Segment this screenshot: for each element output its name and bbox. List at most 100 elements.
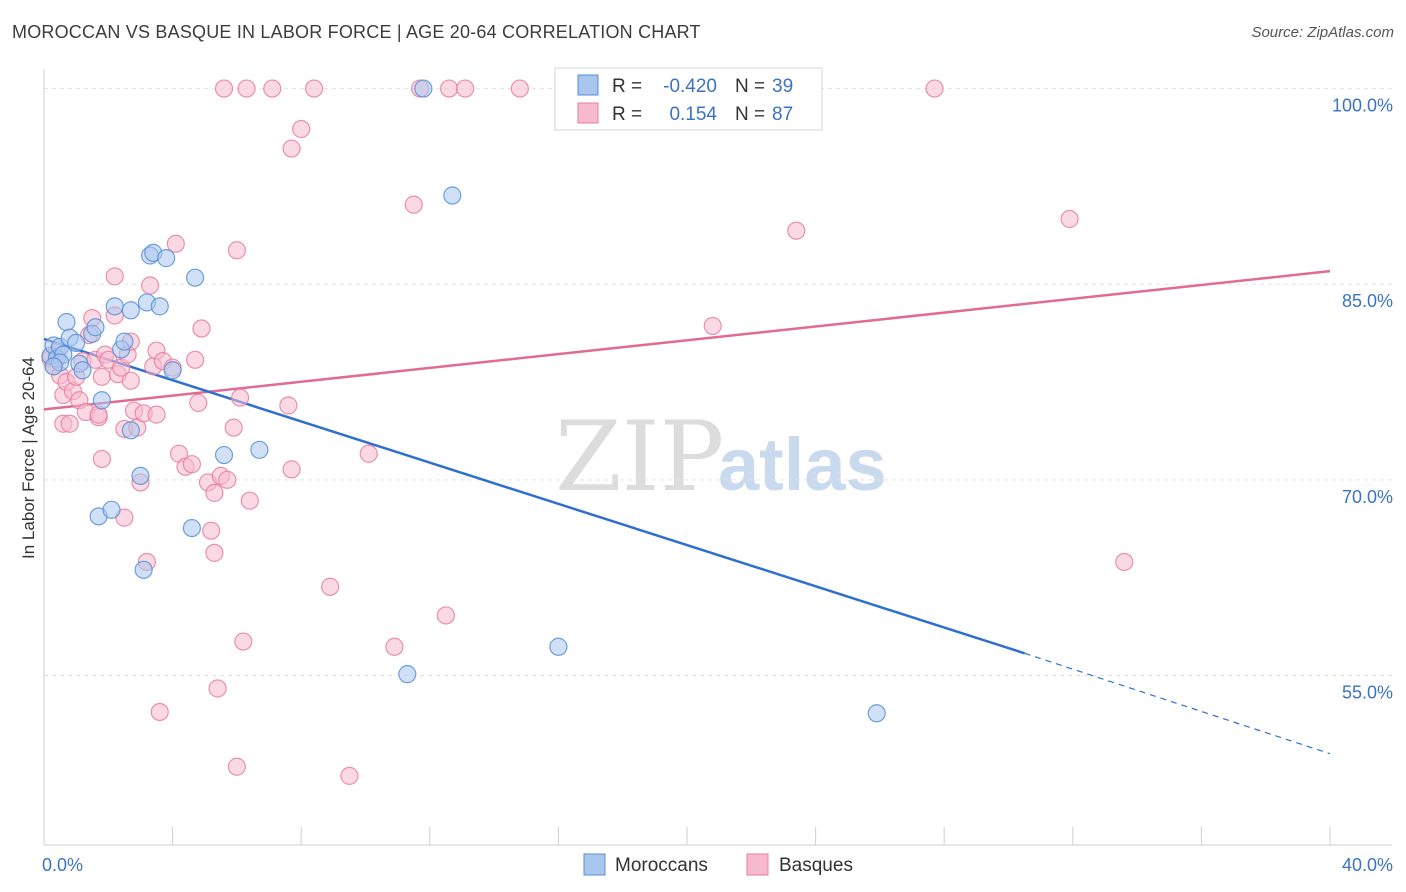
point-basques: [231, 388, 250, 407]
point-moroccans: [67, 333, 86, 352]
point-moroccans: [163, 361, 182, 380]
point-moroccans: [150, 297, 169, 316]
point-basques: [202, 521, 221, 540]
data-points: [41, 79, 1134, 785]
watermark-atlas: atlas: [718, 423, 887, 506]
point-basques: [189, 393, 208, 412]
point-basques: [150, 702, 169, 722]
point-basques: [205, 483, 224, 502]
point-basques: [105, 267, 124, 286]
point-basques: [60, 414, 79, 433]
point-basques: [703, 316, 722, 336]
point-moroccans: [131, 466, 150, 486]
point-basques: [186, 350, 205, 369]
legend-n-value-moroccans: 39: [772, 76, 793, 97]
watermark: ZIP atlas: [555, 401, 887, 513]
x-tick-labels: 0.0% 40.0%: [42, 855, 1393, 875]
point-moroccans: [105, 297, 124, 316]
point-basques: [282, 460, 301, 479]
grid: [44, 88, 1392, 676]
point-basques: [92, 449, 111, 469]
y-tick-labels: 100.0% 85.0% 70.0% 55.0%: [1332, 96, 1393, 703]
point-basques: [439, 79, 459, 98]
point-basques: [166, 234, 185, 253]
trend-lines: [43, 269, 1331, 755]
legend-n-value-basques: 87: [772, 104, 793, 125]
point-basques: [359, 444, 378, 463]
legend-box: [554, 67, 823, 131]
point-basques: [140, 276, 160, 295]
point-moroccans: [157, 249, 176, 268]
point-moroccans: [443, 186, 462, 205]
point-moroccans: [121, 301, 140, 320]
point-basques: [1115, 552, 1134, 572]
point-moroccans: [182, 518, 201, 538]
point-basques: [436, 606, 455, 625]
point-moroccans: [121, 421, 140, 440]
point-moroccans: [250, 440, 269, 459]
x-tick-label: 0.0%: [42, 855, 83, 875]
point-moroccans: [414, 79, 433, 98]
point-moroccans: [867, 704, 886, 723]
point-basques: [292, 119, 311, 139]
point-basques: [279, 396, 298, 415]
trend-line-moroccans: [43, 337, 1025, 655]
y-tick-label: 70.0%: [1342, 487, 1393, 507]
point-moroccans: [186, 268, 205, 287]
point-basques: [385, 637, 404, 656]
point-moroccans: [102, 500, 121, 519]
chart-title: MOROCCAN VS BASQUE IN LABOR FORCE | AGE …: [12, 22, 701, 42]
point-basques: [237, 79, 256, 98]
bottom-legend-label-basques: Basques: [779, 855, 853, 876]
point-basques: [925, 79, 944, 98]
bottom-legend-swatch-basques: [746, 853, 769, 876]
point-basques: [205, 543, 224, 562]
source-label: Source: ZipAtlas.com: [1251, 24, 1394, 41]
point-basques: [121, 371, 140, 390]
point-moroccans: [73, 361, 92, 380]
point-basques: [1060, 209, 1079, 229]
point-moroccans: [57, 312, 76, 332]
trend-line-moroccans-extrapolated: [1024, 652, 1331, 755]
point-moroccans: [92, 391, 111, 410]
point-basques: [510, 79, 529, 98]
point-basques: [214, 79, 234, 98]
y-tick-label: 55.0%: [1342, 682, 1393, 702]
point-basques: [192, 319, 211, 338]
point-basques: [263, 79, 282, 98]
point-basques: [234, 632, 253, 651]
y-tick-label: 85.0%: [1342, 291, 1393, 311]
bottom-legend-label-moroccans: Moroccans: [615, 855, 708, 876]
legend-n-label-moroccans: N =: [735, 76, 765, 97]
legend-swatch-moroccans: [577, 74, 599, 96]
bottom-legend: Moroccans Basques: [583, 853, 853, 876]
point-basques: [227, 757, 246, 776]
point-moroccans: [44, 357, 63, 376]
legend-r-label-moroccans: R =: [612, 76, 642, 97]
point-basques: [340, 766, 359, 785]
point-moroccans: [115, 332, 134, 351]
x-tick-label: 40.0%: [1342, 855, 1393, 875]
point-basques: [224, 418, 243, 437]
trend-line-basques: [43, 269, 1331, 411]
point-basques: [227, 241, 246, 260]
point-basques: [240, 491, 259, 510]
legend-r-value-moroccans: -0.420: [663, 76, 717, 97]
point-basques: [92, 367, 111, 386]
y-axis-label: In Labor Force | Age 20-64: [19, 357, 38, 559]
point-basques: [404, 195, 423, 214]
point-basques: [282, 139, 301, 158]
point-basques: [147, 405, 166, 424]
legend-r-value-basques: 0.154: [669, 104, 717, 125]
point-moroccans: [134, 560, 153, 579]
point-moroccans: [86, 318, 105, 337]
legend-n-label-basques: N =: [735, 104, 765, 125]
point-basques: [304, 79, 324, 98]
point-moroccans: [214, 445, 234, 465]
legend-r-label-basques: R =: [612, 104, 642, 125]
point-moroccans: [549, 637, 568, 656]
legend-swatch-basques: [577, 102, 599, 124]
point-basques: [456, 79, 475, 98]
point-basques: [182, 455, 201, 474]
